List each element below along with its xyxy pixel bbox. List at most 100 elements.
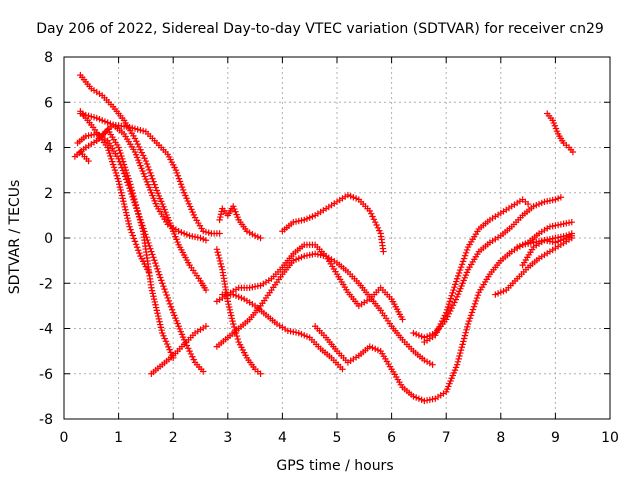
data-point bbox=[464, 320, 472, 328]
data-point bbox=[137, 219, 144, 226]
data-point bbox=[217, 260, 224, 268]
y-tick-label: -2 bbox=[39, 276, 53, 292]
data-point bbox=[123, 169, 130, 177]
data-point bbox=[460, 335, 468, 342]
data-point bbox=[153, 307, 161, 314]
data-point bbox=[150, 293, 157, 300]
x-tick-label: 5 bbox=[333, 430, 342, 446]
data-point bbox=[135, 213, 143, 220]
data-point bbox=[150, 178, 157, 185]
data-point bbox=[447, 295, 454, 302]
series-arc10 bbox=[213, 246, 264, 377]
chart-title: Day 206 of 2022, Sidereal Day-to-day VTE… bbox=[36, 21, 604, 37]
data-point bbox=[215, 251, 222, 259]
data-point bbox=[213, 246, 221, 253]
data-point bbox=[138, 149, 146, 156]
data-point bbox=[160, 332, 167, 339]
data-point bbox=[110, 164, 118, 171]
data-point bbox=[114, 175, 121, 182]
data-point bbox=[120, 198, 127, 205]
data-point bbox=[124, 217, 132, 225]
data-point bbox=[107, 152, 114, 160]
data-point bbox=[374, 224, 382, 232]
data-point bbox=[129, 232, 136, 239]
data-point bbox=[457, 349, 464, 357]
series-arc15 bbox=[311, 230, 575, 405]
data-point bbox=[149, 175, 156, 182]
data-point bbox=[216, 254, 223, 262]
data-point bbox=[132, 241, 140, 248]
data-point bbox=[455, 269, 463, 277]
data-point bbox=[202, 286, 210, 294]
data-point bbox=[225, 303, 233, 311]
data-point bbox=[133, 244, 141, 251]
data-point bbox=[122, 166, 130, 174]
data-point bbox=[113, 172, 120, 179]
data-point bbox=[122, 209, 130, 216]
data-point bbox=[132, 201, 140, 209]
data-point bbox=[461, 252, 469, 259]
data-point bbox=[165, 297, 173, 305]
data-point bbox=[119, 155, 126, 163]
data-point bbox=[176, 178, 184, 185]
data-point bbox=[144, 163, 152, 171]
data-point bbox=[131, 135, 139, 142]
data-point bbox=[216, 230, 223, 237]
data-point bbox=[127, 181, 134, 188]
data-point bbox=[125, 220, 133, 228]
series-arc7 bbox=[77, 148, 92, 165]
x-tick-label: 2 bbox=[169, 430, 178, 446]
data-point bbox=[151, 181, 158, 188]
axis-ticks bbox=[63, 56, 611, 420]
data-point bbox=[149, 251, 156, 258]
x-axis-label: GPS time / hours bbox=[276, 458, 393, 474]
data-point bbox=[453, 278, 460, 285]
data-point bbox=[154, 312, 162, 320]
data-point bbox=[179, 186, 187, 194]
x-tick-label: 3 bbox=[223, 430, 232, 446]
data-point bbox=[161, 285, 168, 293]
data-point bbox=[150, 254, 157, 261]
data-point bbox=[121, 164, 129, 171]
y-tick-label: 8 bbox=[44, 50, 53, 66]
data-point bbox=[115, 144, 122, 151]
data-point bbox=[124, 215, 131, 222]
data-point bbox=[217, 211, 225, 218]
data-point bbox=[524, 200, 532, 208]
data-point bbox=[155, 315, 163, 323]
series-arc18 bbox=[492, 234, 575, 298]
data-point bbox=[118, 152, 125, 160]
data-point bbox=[373, 221, 380, 229]
data-point bbox=[157, 321, 164, 328]
data-point bbox=[202, 323, 210, 330]
data-point bbox=[214, 249, 221, 256]
data-point bbox=[186, 347, 193, 355]
data-point bbox=[217, 213, 224, 221]
x-tick-label: 7 bbox=[442, 430, 451, 446]
data-point bbox=[568, 232, 575, 239]
data-point bbox=[152, 259, 159, 267]
data-point bbox=[131, 198, 139, 206]
data-point bbox=[153, 262, 160, 270]
data-point bbox=[464, 323, 471, 331]
data-point bbox=[438, 317, 446, 325]
data-point bbox=[148, 284, 155, 291]
data-point bbox=[376, 227, 383, 234]
data-point bbox=[450, 286, 457, 294]
series-arc16 bbox=[410, 194, 565, 341]
data-point bbox=[128, 229, 135, 236]
data-point bbox=[156, 318, 163, 325]
data-point bbox=[136, 216, 144, 223]
data-point bbox=[141, 155, 148, 162]
data-point bbox=[163, 340, 171, 348]
data-point bbox=[136, 249, 143, 257]
data-point bbox=[372, 218, 379, 226]
data-point bbox=[441, 312, 449, 319]
data-point bbox=[167, 303, 175, 310]
series-arc13 bbox=[219, 291, 346, 373]
data-point bbox=[158, 326, 165, 334]
data-point bbox=[106, 149, 113, 157]
data-point bbox=[164, 294, 171, 302]
data-point bbox=[138, 222, 145, 229]
